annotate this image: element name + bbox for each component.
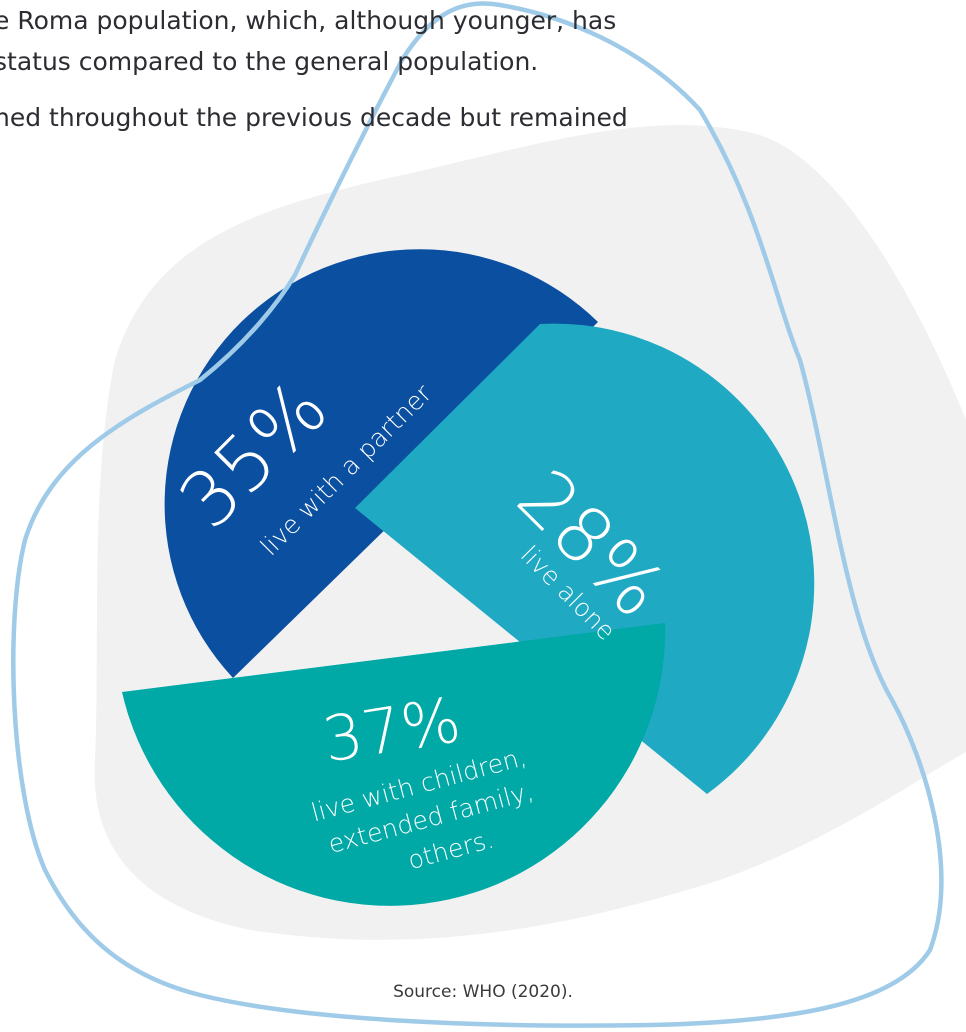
intro-line-1: e Roma population, which, although young… (0, 6, 617, 35)
intro-line-2: status compared to the general populatio… (0, 47, 539, 76)
source-note: Source: WHO (2020). (393, 982, 573, 1002)
slice-children (122, 623, 666, 906)
slice-alone (355, 323, 815, 794)
outline-loop (11, 1, 944, 1028)
slice-partner (164, 249, 598, 678)
intro-line-3: ned throughout the previous decade but r… (0, 103, 628, 132)
intro-text: e Roma population, which, although young… (0, 0, 966, 138)
paragraph-gap (0, 82, 966, 97)
